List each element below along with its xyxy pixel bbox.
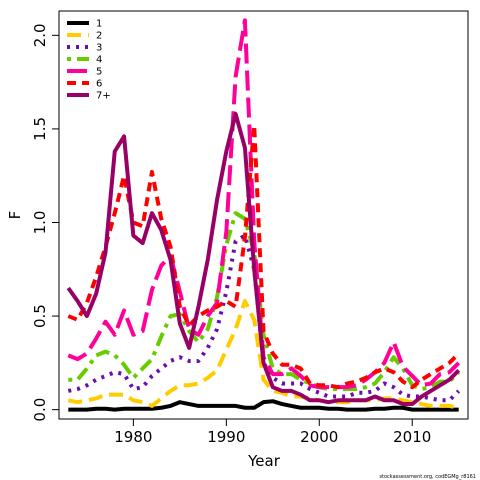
legend-label: 7+ bbox=[96, 91, 111, 102]
y-tick-label: 1.0 bbox=[31, 211, 49, 235]
series-line-2 bbox=[67, 299, 460, 410]
x-tick-label: 1980 bbox=[114, 428, 152, 446]
x-axis-title: Year bbox=[247, 452, 281, 470]
series-layer bbox=[66, 18, 461, 412]
x-tick-label: 2010 bbox=[393, 428, 431, 446]
legend-label: 1 bbox=[96, 19, 102, 30]
series-line-3 bbox=[67, 233, 461, 403]
y-tick-label: 2.0 bbox=[31, 23, 49, 47]
y-tick-label: 0.5 bbox=[31, 304, 49, 328]
legend-label: 4 bbox=[96, 55, 102, 66]
y-axis-title: F bbox=[6, 211, 24, 220]
legend-label: 5 bbox=[96, 67, 102, 78]
series-line-4 bbox=[68, 211, 461, 392]
x-axis: 1980 1990 2000 2010 bbox=[114, 418, 431, 446]
x-tick-label: 1990 bbox=[207, 428, 245, 446]
y-axis: 0.0 0.5 1.0 1.5 2.0 bbox=[31, 23, 60, 422]
legend-label: 6 bbox=[96, 79, 102, 90]
x-tick-label: 2000 bbox=[300, 428, 338, 446]
series-line-7plus bbox=[66, 111, 461, 407]
series-line-1 bbox=[68, 399, 459, 412]
series-line-6 bbox=[67, 123, 461, 390]
legend-label: 3 bbox=[96, 43, 102, 54]
y-tick-label: 0.0 bbox=[31, 398, 49, 422]
footnote: stockassessment.org, codEGMg_r8161 bbox=[379, 474, 476, 480]
legend-label: 2 bbox=[96, 31, 102, 42]
y-tick-label: 1.5 bbox=[31, 117, 49, 141]
